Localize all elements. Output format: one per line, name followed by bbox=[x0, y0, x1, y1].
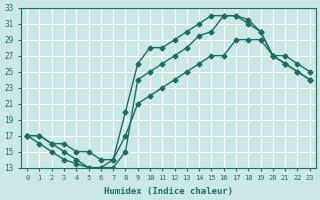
X-axis label: Humidex (Indice chaleur): Humidex (Indice chaleur) bbox=[104, 187, 233, 196]
